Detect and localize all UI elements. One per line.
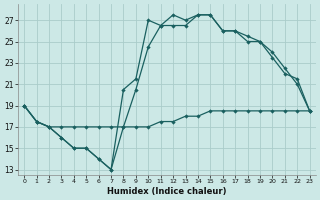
X-axis label: Humidex (Indice chaleur): Humidex (Indice chaleur) — [107, 187, 227, 196]
